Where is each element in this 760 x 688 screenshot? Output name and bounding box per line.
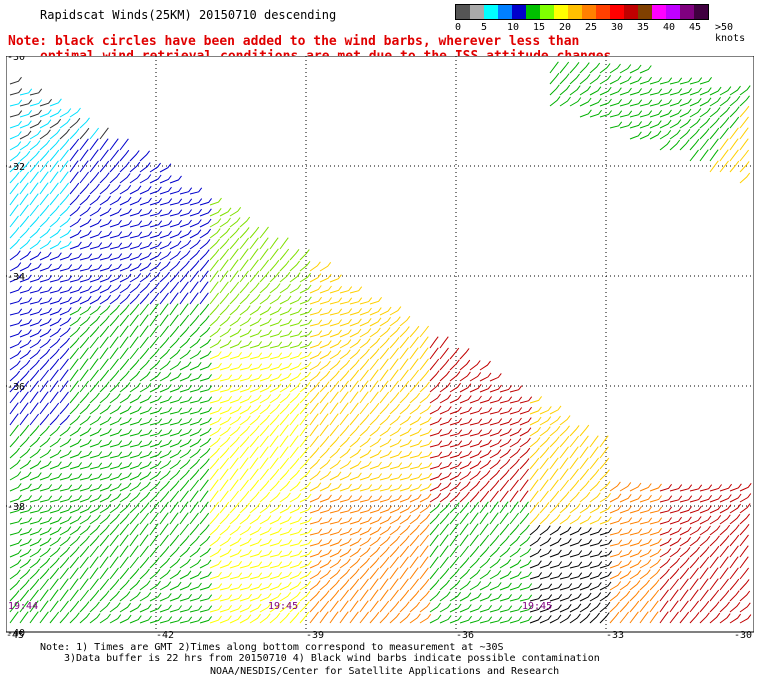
time-label: 19:44: [8, 601, 38, 612]
lat-label: -34: [7, 272, 25, 283]
lat-label: -30: [7, 56, 25, 63]
note-line-1: Note: black circles have been added to t…: [8, 34, 580, 49]
scale-label: 20: [559, 22, 572, 33]
scale-swatch: [484, 5, 498, 19]
lon-label: -39: [306, 630, 324, 638]
lat-label: -32: [7, 162, 25, 173]
lat-label: -40: [7, 628, 25, 638]
scale-swatch: [456, 5, 470, 19]
chart-title: Rapidscat Winds(25KM) 20150710 descendin…: [40, 8, 337, 22]
scale-swatch: [554, 5, 568, 19]
footer-line-1: Note: 1) Times are GMT 2)Times along bot…: [40, 642, 504, 653]
scale-swatch: [582, 5, 596, 19]
scale-swatch: [694, 5, 708, 19]
lat-label: -36: [7, 382, 25, 393]
lon-label: -36: [456, 630, 474, 638]
lat-label: -38: [7, 502, 25, 513]
scale-label: >50 knots: [715, 22, 746, 44]
scale-swatch: [638, 5, 652, 19]
scale-swatch: [610, 5, 624, 19]
wind-speed-color-scale: 0 5 10 15 20 25 30 35 40 45 >50 knots: [455, 4, 745, 44]
scale-swatch: [540, 5, 554, 19]
scale-swatch: [652, 5, 666, 19]
scale-label: 5: [481, 22, 488, 33]
scale-label: 15: [533, 22, 546, 33]
color-scale-bar: [455, 4, 709, 20]
time-label: 19:45: [522, 601, 552, 612]
scale-swatch: [498, 5, 512, 19]
footer-notes: Note: 1) Times are GMT 2)Times along bot…: [40, 642, 600, 677]
time-label: 19:45: [268, 601, 298, 612]
scale-swatch: [512, 5, 526, 19]
lon-label: -42: [156, 630, 174, 638]
scale-swatch: [666, 5, 680, 19]
scale-label: 0: [455, 22, 462, 33]
footer-line-2: 3)Data buffer is 22 hrs from 20150710 4)…: [64, 653, 600, 664]
scale-swatch: [680, 5, 694, 19]
map-frame: [6, 56, 754, 633]
color-scale-labels: 0 5 10 15 20 25 30 35 40 45 >50 knots: [455, 20, 745, 44]
scale-label: 45: [689, 22, 702, 33]
scale-label: 30: [611, 22, 624, 33]
lon-label: -33: [606, 630, 624, 638]
scale-swatch: [526, 5, 540, 19]
scale-label: 10: [507, 22, 520, 33]
scale-swatch: [568, 5, 582, 19]
scale-swatch: [624, 5, 638, 19]
scale-label: 35: [637, 22, 650, 33]
wind-barb-map: -30 -32 -34 -36 -38 -40-45 -42 -39 -36 -33 -30 19:4…: [6, 56, 754, 638]
lon-label: -45: [6, 630, 24, 638]
scale-label: 25: [585, 22, 598, 33]
scale-swatch: [470, 5, 484, 19]
scale-label: 40: [663, 22, 676, 33]
lon-label: -30: [734, 630, 752, 638]
footer-credit: NOAA/NESDIS/Center for Satellite Applica…: [210, 666, 560, 677]
scale-swatch: [596, 5, 610, 19]
wind-barbs: [9, 61, 752, 624]
